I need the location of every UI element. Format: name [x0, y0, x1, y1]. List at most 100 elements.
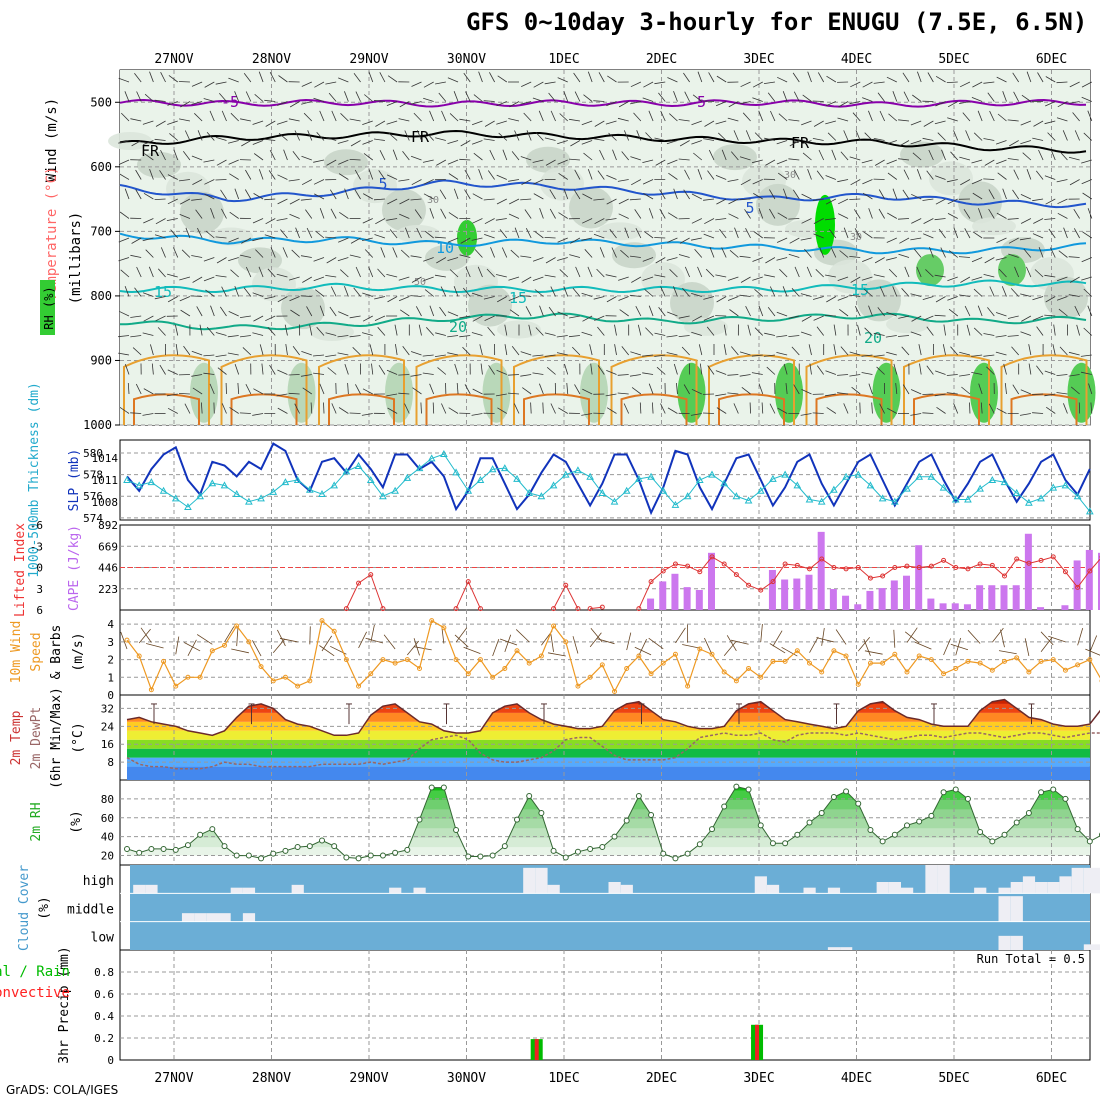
wind-barb — [824, 393, 836, 397]
rh-blob — [353, 169, 397, 204]
wind-barb — [447, 335, 459, 338]
wind-barb — [449, 113, 459, 122]
wind-speed-marker — [1038, 658, 1044, 664]
li-marker — [904, 563, 910, 569]
rh-marker — [343, 854, 350, 861]
wind-barb — [179, 118, 191, 122]
wind-barb — [368, 266, 374, 278]
wind-barb — [643, 231, 654, 239]
wind-barb — [288, 179, 300, 182]
wind-barb — [620, 249, 629, 258]
wind-barb — [564, 363, 569, 375]
wind-barb — [644, 289, 654, 297]
wind-barb — [788, 218, 800, 220]
li-marker — [733, 572, 739, 578]
rh-marker — [1001, 831, 1008, 838]
wind-barb — [1068, 256, 1080, 258]
wind-barb — [471, 120, 483, 126]
rh-moist-blob — [775, 362, 803, 423]
wind-barb-10m — [277, 629, 286, 647]
wind-barb — [483, 138, 495, 141]
wind-barb — [593, 100, 605, 102]
wind-barb — [594, 218, 605, 225]
wind-barb — [849, 294, 861, 297]
y-tick-label-rh: 80 — [101, 793, 114, 806]
wind-barb — [215, 275, 227, 278]
wind-barb — [215, 137, 227, 141]
thickness-marker — [196, 492, 204, 500]
wind-barb — [326, 159, 337, 166]
wind-barb — [767, 307, 776, 317]
wind-barb-10m — [413, 638, 420, 656]
wind-barb — [423, 276, 434, 282]
wind-barb — [778, 113, 788, 122]
wind-barb-10m — [648, 637, 664, 650]
y-tick-label-slp: 1011 — [92, 474, 119, 487]
wind-barb — [910, 237, 922, 241]
wind-barb — [634, 209, 642, 219]
wind-barb — [118, 237, 130, 243]
wind-barb — [548, 306, 556, 317]
legend-convective: Convective — [0, 985, 70, 1001]
thickness-marker — [513, 474, 521, 482]
wind-barb — [998, 268, 1007, 278]
wind-barb — [678, 315, 690, 319]
wind-speed-marker — [672, 651, 678, 657]
wind-barb — [812, 296, 824, 300]
wind-barb — [739, 294, 751, 297]
temp-band — [127, 699, 1090, 704]
wind-barb — [862, 179, 873, 185]
wind-barb — [723, 344, 727, 356]
wind-barb — [228, 237, 239, 243]
wind-barb — [816, 326, 825, 336]
wind-barb — [912, 94, 922, 102]
wind-barb — [574, 91, 581, 102]
li-marker — [941, 557, 947, 563]
y-tick-label-cape: 892 — [98, 519, 118, 532]
wind-barb — [911, 315, 922, 322]
y-tick-label: 800 — [90, 289, 112, 303]
wind-barb — [861, 159, 873, 164]
wind-barb — [754, 132, 764, 141]
cape-bar — [842, 595, 850, 610]
wind-barb — [166, 218, 178, 221]
wind-barb — [245, 266, 252, 278]
wind-barb — [173, 247, 179, 258]
wind-barb — [252, 413, 264, 416]
rh-marker — [258, 855, 265, 862]
wind-barb-10m — [704, 637, 713, 655]
rh-marker — [782, 840, 789, 847]
wind-barb — [659, 208, 666, 219]
rh-blob — [526, 146, 570, 173]
wind-barb — [532, 372, 544, 375]
thickness-marker — [123, 475, 131, 483]
wind-barb — [557, 237, 568, 243]
thickness-marker — [330, 481, 339, 489]
wind-barb — [394, 324, 398, 336]
date-label-top: 3DEC — [743, 52, 774, 67]
wind-barb — [289, 101, 300, 108]
wind-speed-marker — [709, 651, 715, 657]
wind-barb — [507, 392, 520, 395]
wind-barb — [210, 208, 215, 219]
li-marker — [843, 566, 849, 572]
wind-barb — [727, 392, 739, 395]
wind-speed-marker — [417, 665, 422, 671]
wind-barb — [608, 132, 617, 141]
wind-barb — [497, 407, 508, 414]
wind-barb — [739, 101, 751, 105]
thickness-marker — [939, 483, 948, 491]
wind-barb — [478, 71, 483, 83]
wind-barb-10m — [638, 639, 647, 656]
wind-barb-10m — [187, 639, 197, 656]
wind-barb — [539, 208, 544, 219]
wind-barb — [946, 392, 958, 395]
wind-barb — [294, 403, 300, 414]
wind-barb — [386, 101, 398, 106]
wind-barb — [459, 158, 471, 161]
temp-contour-35 — [328, 393, 395, 425]
thickness-marker — [452, 468, 460, 476]
wind-barb — [329, 189, 337, 200]
wind-barb — [862, 192, 873, 200]
